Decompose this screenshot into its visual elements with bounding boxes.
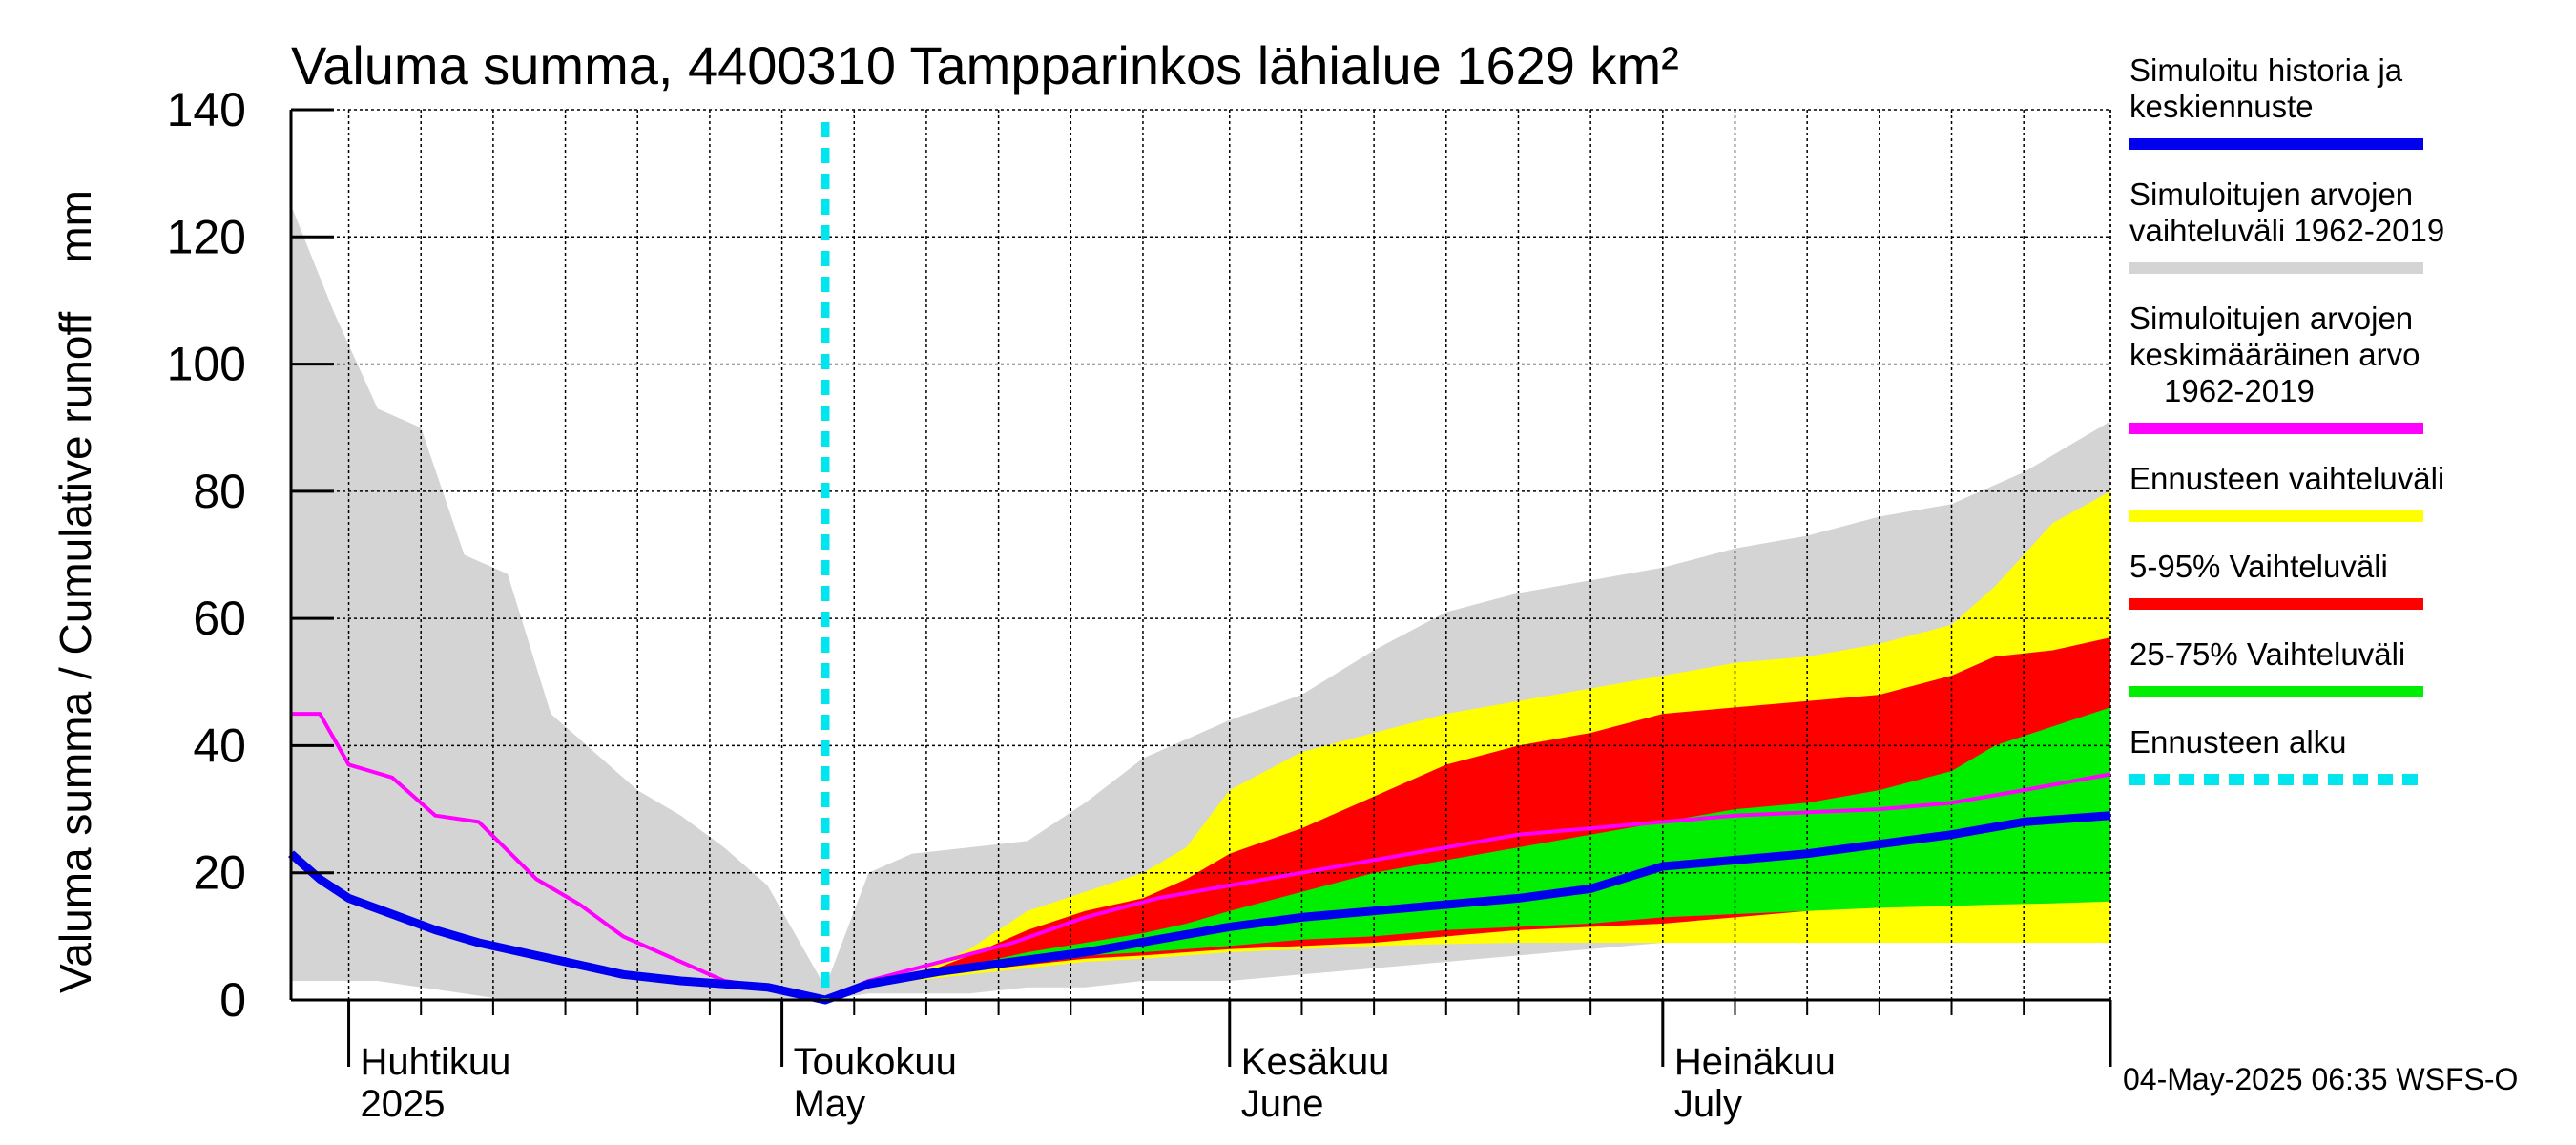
chart-title: Valuma summa, 4400310 Tampparinkos lähia…	[291, 35, 1679, 95]
legend-label: keskiennuste	[2129, 89, 2314, 124]
y-tick-label: 60	[193, 592, 246, 645]
y-tick-label: 40	[193, 718, 246, 772]
line-simuloitujen-arvojen-keskim-r-inen-arvo-1962-2019	[291, 712, 2111, 1002]
month-sublabel: June	[1241, 1083, 1324, 1125]
y-tick-label: 20	[193, 846, 246, 900]
y-tick-label: 80	[193, 465, 246, 518]
legend-label: Ennusteen vaihteluväli	[2129, 461, 2444, 496]
legend-label: 1962-2019	[2164, 373, 2315, 408]
legend-label: Simuloitujen arvojen	[2129, 301, 2413, 336]
y-tick-label: 0	[219, 973, 246, 1027]
month-label: Heinäkuu	[1674, 1041, 1836, 1083]
month-sublabel: July	[1674, 1083, 1742, 1125]
y-axis-label: Valuma summa / Cumulative runoff mm	[51, 190, 100, 993]
legend-label: vaihteluväli 1962-2019	[2129, 213, 2444, 248]
month-sublabel: May	[794, 1083, 866, 1125]
legend-label: Simuloitu historia ja	[2129, 52, 2403, 88]
y-tick-label: 120	[167, 210, 246, 263]
line-layer	[288, 122, 2111, 1005]
month-label: Kesäkuu	[1241, 1041, 1390, 1083]
y-tick-label: 140	[167, 83, 246, 136]
legend-label: Ennusteen alku	[2129, 724, 2347, 760]
legend-label: Simuloitujen arvojen	[2129, 177, 2413, 212]
y-tick-label: 100	[167, 338, 246, 391]
line-simuloitu-historia-ja-keskiennuste	[288, 811, 2111, 1005]
month-sublabel: 2025	[361, 1083, 446, 1125]
timestamp: 04-May-2025 06:35 WSFS-O	[2123, 1062, 2518, 1096]
month-label: Huhtikuu	[361, 1041, 511, 1083]
legend-label: 25-75% Vaihteluväli	[2129, 636, 2405, 672]
month-label: Toukokuu	[794, 1041, 957, 1083]
legend-label: keskimääräinen arvo	[2129, 337, 2420, 372]
legend-label: 5-95% Vaihteluväli	[2129, 549, 2388, 584]
